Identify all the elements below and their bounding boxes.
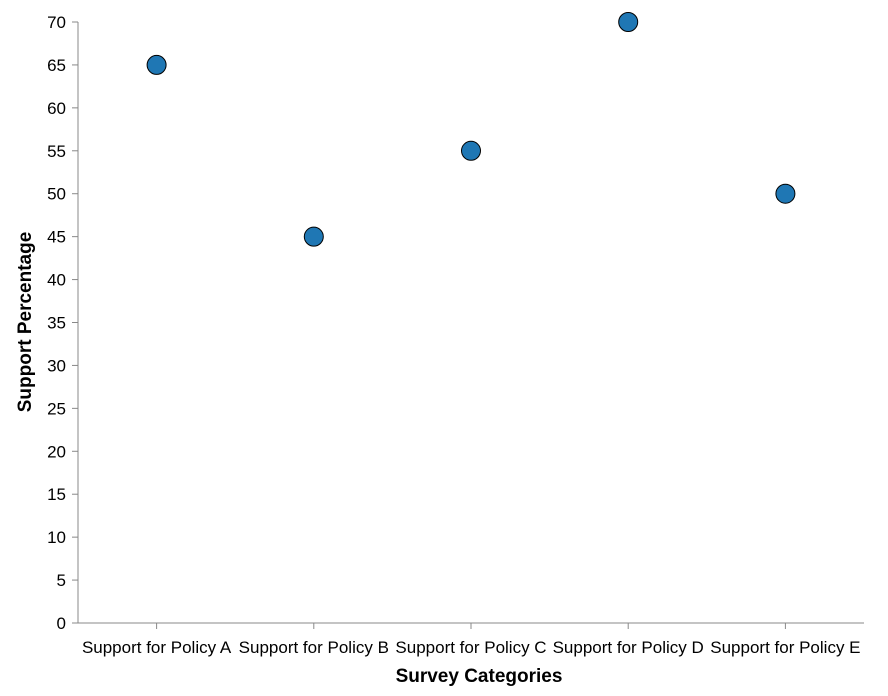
y-tick-label: 30 <box>47 356 66 375</box>
y-tick-label: 20 <box>47 442 66 461</box>
x-tick-label: Support for Policy A <box>82 638 232 657</box>
x-axis-title: Survey Categories <box>396 666 563 687</box>
y-tick-label: 50 <box>47 185 66 204</box>
y-tick-label: 40 <box>47 271 66 290</box>
x-tick-label: Support for Policy B <box>239 638 389 657</box>
x-axis: Support for Policy A Support for Policy B… <box>78 622 864 657</box>
data-point <box>303 226 324 247</box>
y-tick-label: 5 <box>57 571 66 590</box>
y-axis-title: Support Percentage <box>15 232 36 413</box>
y-tick-label: 60 <box>47 99 66 118</box>
x-tick-label: Support for Policy C <box>395 638 546 657</box>
x-tick-label: Support for Policy D <box>553 638 704 657</box>
data-point <box>461 140 481 161</box>
y-tick-label: 15 <box>47 485 66 504</box>
y-tick-label: 65 <box>47 56 66 75</box>
y-tick-label: 70 <box>47 13 66 32</box>
data-points <box>146 12 796 247</box>
data-point <box>618 12 639 32</box>
y-tick-label: 45 <box>47 228 66 247</box>
y-tick-label: 0 <box>57 614 66 633</box>
y-tick-label: 55 <box>47 142 66 161</box>
y-tick-label: 25 <box>47 399 66 418</box>
y-axis: 0 5 10 15 20 25 30 35 40 45 50 55 60 65 70 <box>47 13 79 633</box>
data-point <box>775 183 796 204</box>
x-tick-label: Support for Policy E <box>710 638 860 657</box>
y-tick-label: 10 <box>47 528 66 547</box>
y-tick-label: 35 <box>47 314 66 333</box>
data-point <box>146 54 167 75</box>
